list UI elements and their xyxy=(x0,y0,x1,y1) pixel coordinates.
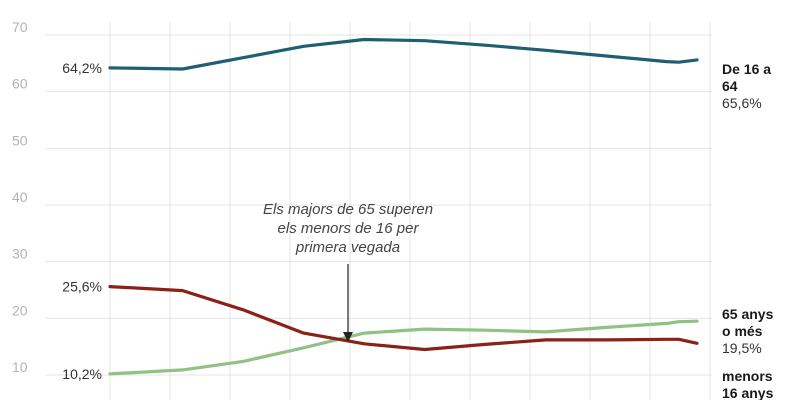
series-line-2 xyxy=(108,285,699,352)
vertical-gridlines xyxy=(109,22,711,400)
end-value-1: 19,5% xyxy=(722,340,762,356)
series-line-0 xyxy=(108,37,699,71)
annotation-text: Els majors de 65 superen els menors de 16… xyxy=(263,201,433,256)
horizontal-gridlines xyxy=(45,34,712,376)
series-start-labels: 64,2% 10,2% 25,6% xyxy=(62,60,102,382)
start-label-1: 10,2% xyxy=(62,366,102,382)
start-label-0: 64,2% xyxy=(62,60,102,76)
series-lines xyxy=(108,37,699,376)
y-axis-tick-labels: 10 20 30 40 50 60 70 xyxy=(12,19,28,375)
series-name-0: De 16 a 64 xyxy=(722,61,771,94)
y-tick-label: 70 xyxy=(12,19,28,35)
y-tick-label: 10 xyxy=(12,359,28,375)
series-name-1: 65 anys o més xyxy=(722,306,774,339)
series-line-1 xyxy=(108,319,699,376)
annotation: Els majors de 65 superen els menors de 16… xyxy=(263,201,433,342)
series-name-2: menors 16 anys xyxy=(722,368,774,400)
annotation-arrowhead xyxy=(343,332,353,342)
y-tick-label: 60 xyxy=(12,76,28,92)
y-tick-label: 50 xyxy=(12,132,28,148)
y-tick-label: 30 xyxy=(12,246,28,262)
y-tick-label: 20 xyxy=(12,302,28,318)
y-tick-label: 40 xyxy=(12,189,28,205)
start-label-2: 25,6% xyxy=(62,279,102,295)
end-value-0: 65,6% xyxy=(722,95,762,111)
